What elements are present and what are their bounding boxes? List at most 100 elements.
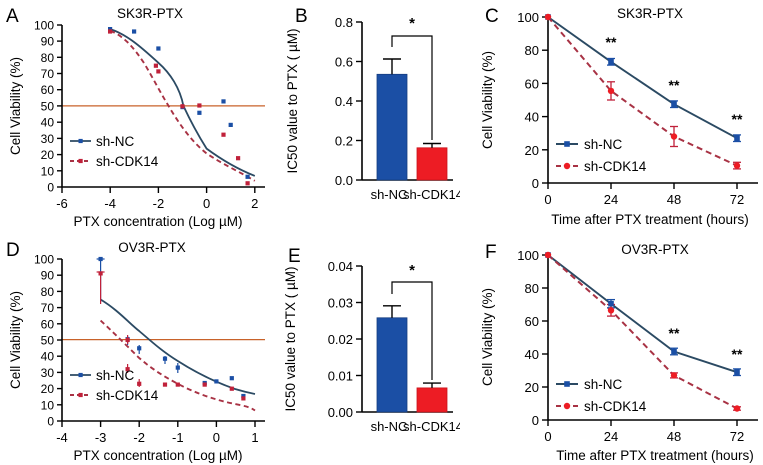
panel-e-bar-sh-cdk14	[416, 387, 448, 413]
panel-c-x-tick-labels: 0 24 48 72	[544, 192, 744, 207]
panel-e-y-ticks	[356, 265, 362, 413]
svg-text:20: 20	[41, 382, 55, 396]
panel-f-errorbars-sh-cdk14	[607, 303, 741, 411]
panel-a-title: SK3R-PTX	[117, 6, 183, 21]
svg-text:20: 20	[41, 148, 55, 162]
svg-text:80: 80	[525, 281, 539, 296]
panel-c-x-axis-title: Time after PTX treatment (hours)	[551, 212, 749, 227]
panel-f-legend-label-sh-cdk14: sh-CDK14	[584, 399, 647, 414]
panel-a-x-tick-labels: -6 -4 -2 0 2	[56, 196, 258, 211]
panel-d-curve-sh-cdk14	[99, 319, 256, 412]
panel-c-legend-label-sh-cdk14: sh-CDK14	[584, 159, 647, 174]
panel-e: E 0.00 0.01 0.02 0.03 0.04 IC50 value to…	[265, 232, 460, 465]
panel-e-y-tick-labels: 0.00 0.01 0.02 0.03 0.04	[328, 259, 353, 420]
svg-text:0: 0	[213, 430, 220, 445]
panel-c-significance-labels: ** ** **	[606, 34, 743, 127]
panel-c-markers-sh-cdk14	[544, 13, 741, 169]
panel-d-x-ticks	[61, 421, 256, 427]
svg-text:10: 10	[41, 164, 55, 178]
panel-d-legend: sh-NC sh-CDK14	[70, 368, 159, 403]
panel-e-letter: E	[288, 246, 301, 267]
panel-c-chart: C SK3R-PTX 0 20 40 60 80 100	[480, 6, 758, 227]
panel-b: B 0.0 0.2 0.4 0.6 0.8 IC50 value to PTX …	[265, 0, 460, 232]
svg-text:20: 20	[525, 143, 539, 158]
svg-text:60: 60	[41, 317, 55, 331]
svg-text:100: 100	[517, 248, 539, 263]
panel-b-significance-label: *	[409, 15, 415, 32]
svg-text:0.00: 0.00	[328, 405, 353, 420]
svg-text:-4: -4	[104, 196, 116, 211]
panel-a: A SK3R-PTX	[0, 0, 265, 232]
svg-text:70: 70	[41, 301, 55, 315]
panel-e-significance-bracket	[391, 281, 433, 380]
panel-d-y-tick-labels: 0 10 20 30 40 50 60 70 80 90 100	[34, 253, 54, 429]
panel-e-x-tick-labels: sh-NC sh-CDK14	[371, 419, 460, 434]
svg-text:48: 48	[667, 192, 681, 207]
panel-b-y-ticks	[356, 21, 362, 181]
panel-b-bar-sh-nc	[376, 73, 408, 181]
panel-f-y-axis-title: Cell Viability (%)	[480, 288, 495, 386]
svg-text:-4: -4	[56, 430, 68, 445]
panel-a-legend: sh-NC sh-CDK14	[70, 134, 159, 169]
panel-c-y-axis-title: Cell Viability (%)	[480, 51, 495, 149]
svg-text:40: 40	[525, 110, 539, 125]
svg-text:sh-NC: sh-NC	[371, 419, 408, 434]
svg-text:100: 100	[34, 19, 54, 33]
svg-text:80: 80	[525, 43, 539, 58]
svg-text:60: 60	[525, 314, 539, 329]
svg-text:72: 72	[730, 429, 744, 444]
panel-a-y-axis-title: Cell Viability (%)	[8, 57, 23, 155]
svg-text:**: **	[732, 111, 743, 127]
svg-text:2: 2	[251, 196, 258, 211]
svg-text:sh-CDK14: sh-CDK14	[403, 187, 460, 202]
svg-text:**: **	[669, 77, 680, 93]
panel-c-legend-marker-sh-cdk14	[563, 162, 571, 170]
panel-c-letter: C	[485, 6, 499, 27]
svg-text:0.03: 0.03	[328, 296, 353, 311]
panel-d-points-sh-cdk14	[96, 271, 246, 401]
svg-text:50: 50	[41, 334, 55, 348]
panel-a-x-ticks	[61, 187, 256, 193]
panel-e-errorbar-sh-nc	[383, 305, 401, 318]
panel-b-significance-bracket	[391, 35, 433, 140]
svg-text:-6: -6	[56, 196, 68, 211]
panel-b-y-tick-labels: 0.0 0.2 0.4 0.6 0.8	[335, 15, 353, 188]
svg-text:-1: -1	[172, 430, 184, 445]
svg-text:1: 1	[251, 430, 258, 445]
panel-c-legend: sh-NC sh-CDK14	[556, 137, 647, 174]
svg-text:0: 0	[544, 192, 551, 207]
svg-text:0: 0	[203, 196, 210, 211]
svg-text:40: 40	[525, 347, 539, 362]
panel-f-x-tick-labels: 0 24 48 72	[544, 429, 744, 444]
panel-a-legend-marker-sh-nc	[78, 138, 83, 144]
panel-c-title: SK3R-PTX	[617, 6, 683, 21]
panel-c-y-tick-labels: 0 20 40 60 80 100	[517, 10, 539, 191]
svg-text:0: 0	[532, 176, 539, 191]
svg-text:70: 70	[41, 67, 55, 81]
panel-f-legend: sh-NC sh-CDK14	[556, 377, 647, 414]
svg-text:0.4: 0.4	[335, 94, 353, 109]
svg-text:0.02: 0.02	[328, 332, 353, 347]
svg-text:80: 80	[41, 285, 55, 299]
panel-f-significance-labels: ** **	[669, 325, 743, 362]
panel-a-legend-label-sh-nc: sh-NC	[96, 134, 135, 149]
panel-b-errorbar-sh-nc	[383, 58, 401, 75]
panel-d-chart: D OV3R-PTX 0 10 20	[6, 240, 265, 463]
panel-f-title: OV3R-PTX	[621, 242, 689, 257]
panel-b-chart: B 0.0 0.2 0.4 0.6 0.8 IC50 value to PTX …	[285, 6, 460, 202]
panel-c-line-sh-nc	[547, 16, 738, 140]
panel-e-y-axis-title: IC50 value to PTX ( µM)	[283, 266, 298, 411]
svg-text:0.8: 0.8	[335, 15, 353, 30]
svg-text:24: 24	[604, 429, 618, 444]
panel-d-legend-marker-sh-nc	[78, 372, 83, 378]
panel-d-legend-marker-sh-cdk14	[78, 392, 83, 398]
svg-text:72: 72	[730, 192, 744, 207]
svg-text:90: 90	[41, 269, 55, 283]
svg-text:30: 30	[41, 132, 55, 146]
svg-text:0: 0	[544, 429, 551, 444]
panel-d-x-axis-title: PTX concentration (Log µM)	[73, 448, 242, 463]
panel-e-bar-sh-nc	[376, 317, 408, 413]
panel-f-markers-sh-nc	[545, 252, 740, 375]
panel-f-legend-label-sh-nc: sh-NC	[584, 377, 623, 392]
